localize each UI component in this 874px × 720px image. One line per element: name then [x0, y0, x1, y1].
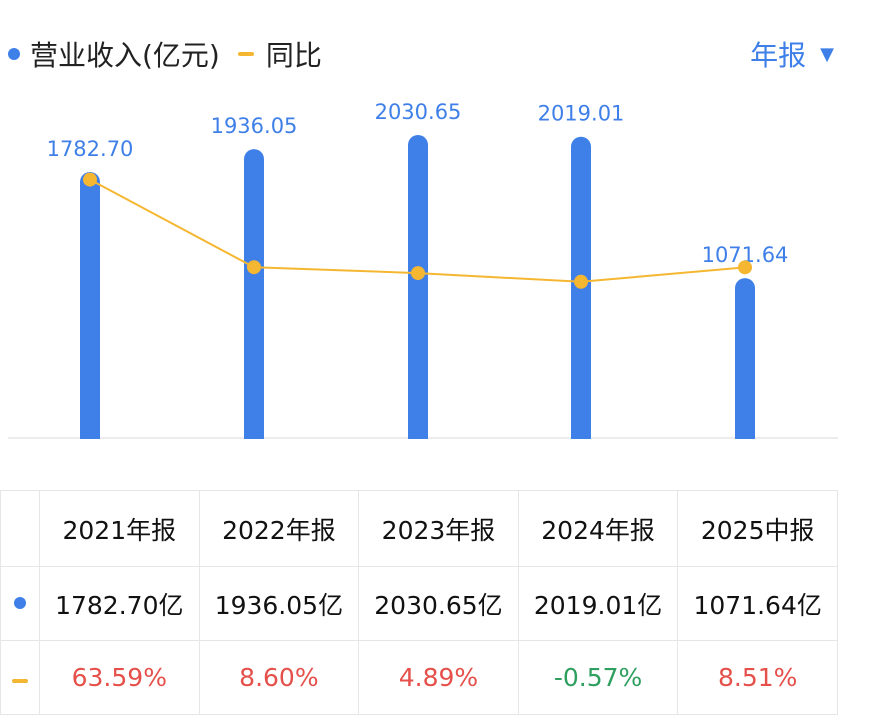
yoy-cell: 4.89%: [358, 640, 519, 715]
legend-item-revenue[interactable]: 营业收入(亿元): [8, 34, 220, 74]
data-table: 2021年报 2022年报 2023年报 2024年报 2025中报 1782.…: [0, 490, 838, 715]
baseline-mask: [0, 439, 874, 450]
legend-item-yoy[interactable]: 同比: [237, 34, 322, 74]
legend-label-revenue: 营业收入(亿元): [30, 39, 220, 72]
caret-down-icon: ▼: [820, 43, 834, 65]
chart-legend: 营业收入(亿元) 同比: [8, 34, 340, 74]
bar[interactable]: [571, 136, 591, 448]
yoy-point[interactable]: [738, 260, 752, 275]
blue-dot-icon: [8, 48, 20, 60]
yoy-point[interactable]: [574, 274, 588, 289]
table-header-cell: 2023年报: [358, 490, 519, 567]
yoy-point[interactable]: [411, 266, 425, 281]
period-selector[interactable]: 年报 ▼: [750, 34, 834, 74]
blue-dot-icon: [14, 597, 26, 609]
revenue-cell: 1071.64亿: [677, 566, 838, 641]
table-row-revenue: 1782.70亿 1936.05亿 2030.65亿 2019.01亿 1071…: [0, 566, 838, 641]
revenue-cell: 2019.01亿: [517, 566, 679, 641]
bar-data-label: 1936.05: [211, 114, 298, 138]
yoy-cell: 63.59%: [39, 640, 200, 715]
revenue-cell: 2030.65亿: [358, 566, 519, 641]
yoy-cell: 8.51%: [677, 640, 838, 715]
bar[interactable]: [408, 135, 428, 448]
table-header-cell: 2025中报: [677, 490, 838, 567]
orange-dash-icon: [237, 52, 254, 56]
table-row-yoy: 63.59% 8.60% 4.89% -0.57% 8.51%: [0, 640, 838, 715]
revenue-cell: 1782.70亿: [39, 566, 200, 641]
yoy-cell: 8.60%: [198, 640, 360, 715]
yoy-point[interactable]: [247, 260, 261, 275]
period-selector-label: 年报: [750, 39, 807, 72]
yoy-cell: -0.57%: [517, 640, 679, 715]
revenue-cell: 1936.05亿: [198, 566, 360, 641]
yoy-point[interactable]: [83, 172, 97, 187]
bar[interactable]: [80, 171, 100, 448]
row-marker-cell: [0, 640, 40, 715]
bar[interactable]: [244, 149, 264, 448]
bar-data-label: 2030.65: [375, 100, 462, 124]
row-marker-cell: [0, 566, 40, 641]
table-header-cell: 2021年报: [39, 490, 200, 567]
bar[interactable]: [735, 278, 755, 448]
table-header-row: 2021年报 2022年报 2023年报 2024年报 2025中报: [0, 490, 838, 567]
orange-dash-icon: [12, 679, 28, 683]
table-corner-cell: [0, 490, 40, 567]
bar-data-label: 2019.01: [538, 102, 625, 126]
legend-label-yoy: 同比: [265, 39, 322, 72]
table-header-cell: 2024年报: [517, 490, 679, 567]
bar-data-label: 1782.70: [47, 137, 134, 161]
table-header-cell: 2022年报: [198, 490, 360, 567]
